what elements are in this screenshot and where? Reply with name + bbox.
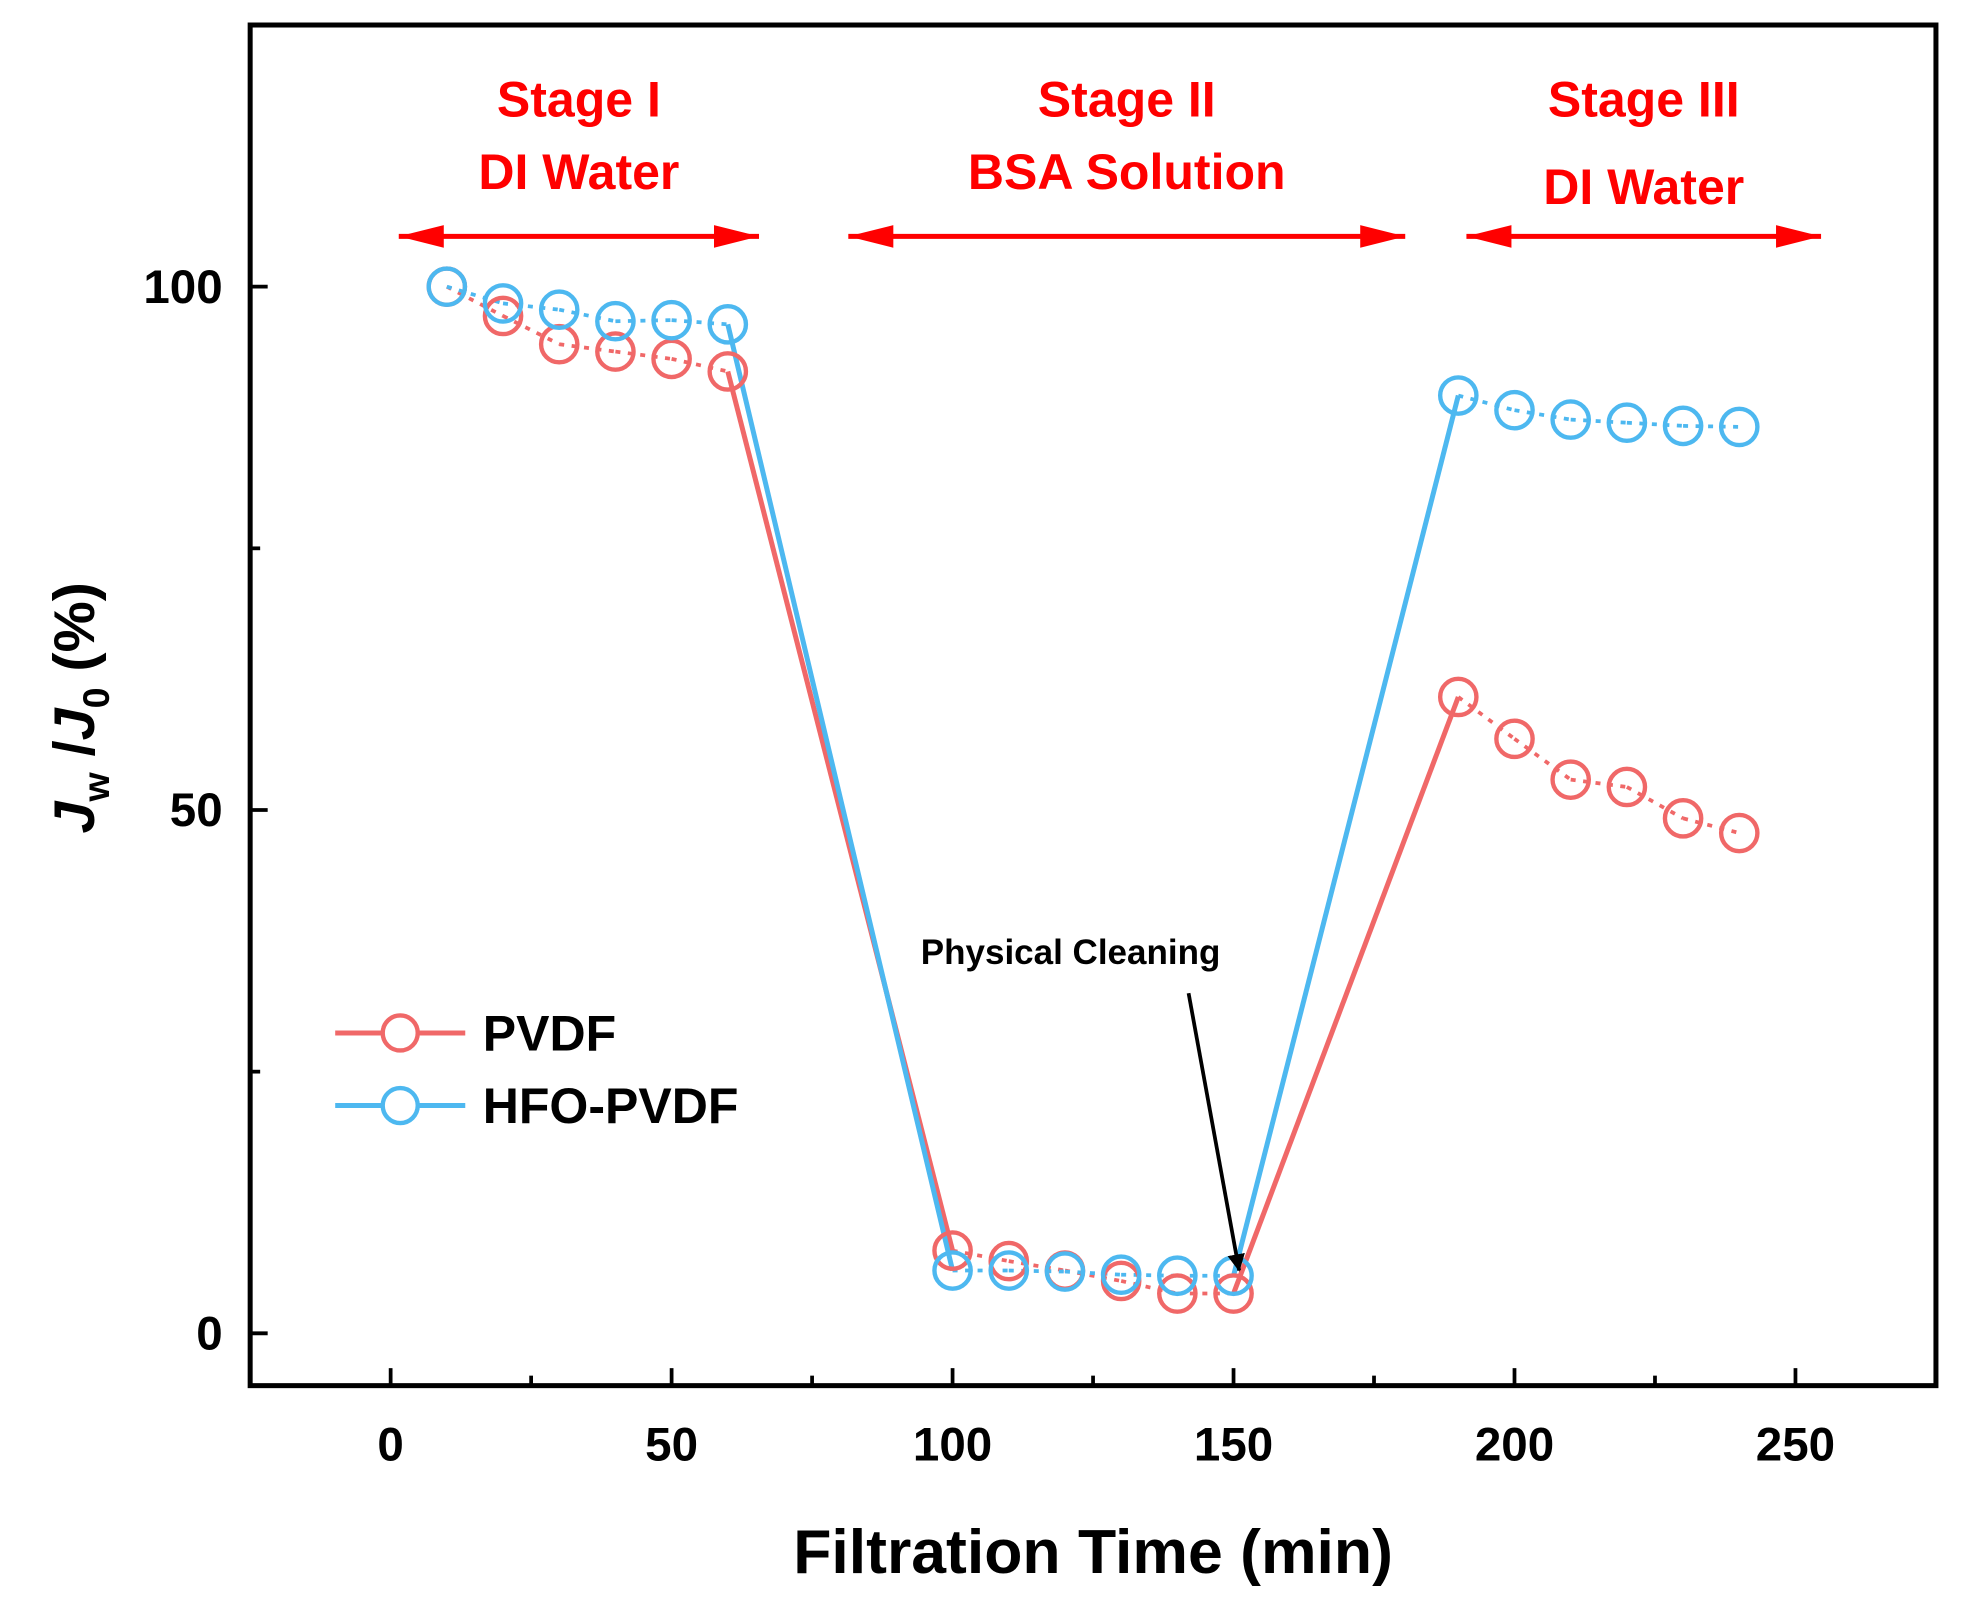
x-tick-label: 50 <box>645 1419 698 1472</box>
arrow-head-right <box>1360 225 1406 248</box>
x-tick-label: 250 <box>1756 1419 1835 1472</box>
pvdf-line-segment <box>671 357 729 374</box>
x-tick-label: 200 <box>1475 1419 1554 1472</box>
stage-annotations: Stage I DI Water Stage II BSA Solution Stage… <box>398 71 1822 248</box>
hfo-pvdf-point <box>1437 375 1479 416</box>
hfo-pvdf-line-segment <box>1231 394 1461 1277</box>
pvdf-point <box>707 351 749 392</box>
physical-cleaning-annotation: Physical Cleaning <box>921 933 1245 1272</box>
hfo-pvdf-line-segment <box>671 318 728 327</box>
pvdf-line-segment <box>952 1248 1010 1263</box>
pvdf-line-segment <box>1570 777 1628 789</box>
pvdf-point <box>1606 766 1648 808</box>
y-tick-label: 0 <box>196 1308 222 1361</box>
pvdf-line-segment <box>1008 1259 1066 1273</box>
hfo-pvdf-line-segment <box>1626 420 1684 428</box>
pvdf-line-segment <box>1457 695 1516 741</box>
arrow-head-left <box>1466 225 1512 248</box>
arrow-head-left <box>848 225 894 248</box>
y-axis-label: Jw /J0 (%) <box>43 582 117 833</box>
plot-area <box>426 266 1760 1314</box>
hfo-pvdf-line-segment <box>1514 408 1572 422</box>
pvdf-point <box>1157 1273 1198 1314</box>
pvdf-point <box>651 338 692 380</box>
pvdf-line-segment <box>1513 737 1572 782</box>
hfo-pvdf-line-segment <box>1457 393 1515 412</box>
hfo-pvdf-point <box>1606 402 1648 444</box>
stage-title: Stage II <box>1038 71 1216 127</box>
pvdf-line-segment <box>1625 785 1684 821</box>
hfo-pvdf-point <box>651 299 692 341</box>
arrow-head-right <box>1776 225 1822 248</box>
pvdf-line-segment <box>1682 816 1740 835</box>
pvdf-line-segment <box>615 349 672 361</box>
pvdf-point <box>1550 759 1592 800</box>
hfo-pvdf-point <box>595 300 636 342</box>
y-tick-label: 50 <box>170 784 223 837</box>
hfo-pvdf-point <box>482 283 524 324</box>
hfo-pvdf-point <box>426 266 468 307</box>
stage-subtitle: DI Water <box>1543 159 1744 215</box>
hfo-pvdf-point <box>1718 406 1760 448</box>
x-tick-label: 100 <box>913 1419 992 1472</box>
hfo-pvdf-point <box>1494 389 1535 431</box>
hfo-pvdf-line-segment <box>558 307 616 324</box>
pvdf-line-segment <box>1120 1279 1178 1296</box>
x-tick-label: 150 <box>1194 1419 1273 1472</box>
arrow-head-left <box>398 225 444 248</box>
hfo-pvdf-point <box>538 289 580 331</box>
hfo-pvdf-line-segment <box>446 284 504 306</box>
legend-item-pvdf: PVDF <box>335 1005 616 1061</box>
hfo-pvdf-line-segment <box>502 301 560 312</box>
pvdf-line-segment <box>445 285 504 318</box>
pvdf-point <box>1437 676 1479 718</box>
hfo-pvdf-point <box>1662 405 1704 447</box>
pvdf-point <box>988 1240 1030 1282</box>
legend-label-pvdf: PVDF <box>483 1005 616 1061</box>
pvdf-line-segment <box>1064 1268 1122 1283</box>
hfo-pvdf-line-segment <box>1064 1269 1122 1277</box>
hfo-pvdf-point <box>707 304 749 345</box>
hfo-pvdf-point <box>1157 1255 1198 1297</box>
pvdf-line-segment <box>502 314 561 346</box>
legend-item-hfo-pvdf: HFO-PVDF <box>335 1078 738 1134</box>
hfo-pvdf-point <box>988 1250 1030 1291</box>
hfo-pvdf-point <box>1100 1254 1142 1296</box>
plot-frame <box>247 22 1939 1389</box>
pvdf-point <box>482 295 524 337</box>
pvdf-point <box>595 331 636 372</box>
pvdf-point <box>932 1230 973 1271</box>
legend: PVDF HFO-PVDF <box>335 1005 738 1134</box>
hfo-pvdf-point <box>932 1250 973 1291</box>
pvdf-point <box>1213 1273 1254 1314</box>
hfo-pvdf-line-segment <box>725 323 956 1272</box>
legend-label-hfo-pvdf: HFO-PVDF <box>483 1078 739 1134</box>
hfo-pvdf-line-segment <box>1008 1268 1065 1274</box>
annotation-text: Physical Cleaning <box>921 933 1221 972</box>
stage-subtitle: DI Water <box>478 144 679 200</box>
pvdf-point <box>1494 718 1535 760</box>
pvdf-line-segment <box>558 342 616 354</box>
y-tick-label: 100 <box>143 261 222 314</box>
annotation-arrow <box>1186 992 1245 1272</box>
hfo-pvdf-point <box>1044 1251 1086 1292</box>
pvdf-line-segment <box>1231 696 1461 1295</box>
pvdf-point <box>1662 798 1704 839</box>
axes: 0 50 100 150 200 250 0 50 100 <box>143 261 1835 1472</box>
hfo-pvdf-line-segment <box>1570 417 1627 425</box>
arrow-head-right <box>713 225 760 248</box>
hfo-pvdf-point <box>1550 399 1592 440</box>
hfo-pvdf-line-segment <box>615 318 672 324</box>
x-tick-label: 0 <box>377 1419 403 1472</box>
hfo-pvdf-line-segment <box>1683 423 1740 429</box>
x-axis-label: Filtration Time (min) <box>793 1517 1393 1587</box>
hfo-pvdf-line-segment <box>1121 1272 1178 1278</box>
stage-subtitle: BSA Solution <box>968 144 1286 200</box>
pvdf-point <box>1718 812 1760 854</box>
stage-title: Stage I <box>497 71 661 127</box>
stage-title: Stage III <box>1548 71 1740 127</box>
